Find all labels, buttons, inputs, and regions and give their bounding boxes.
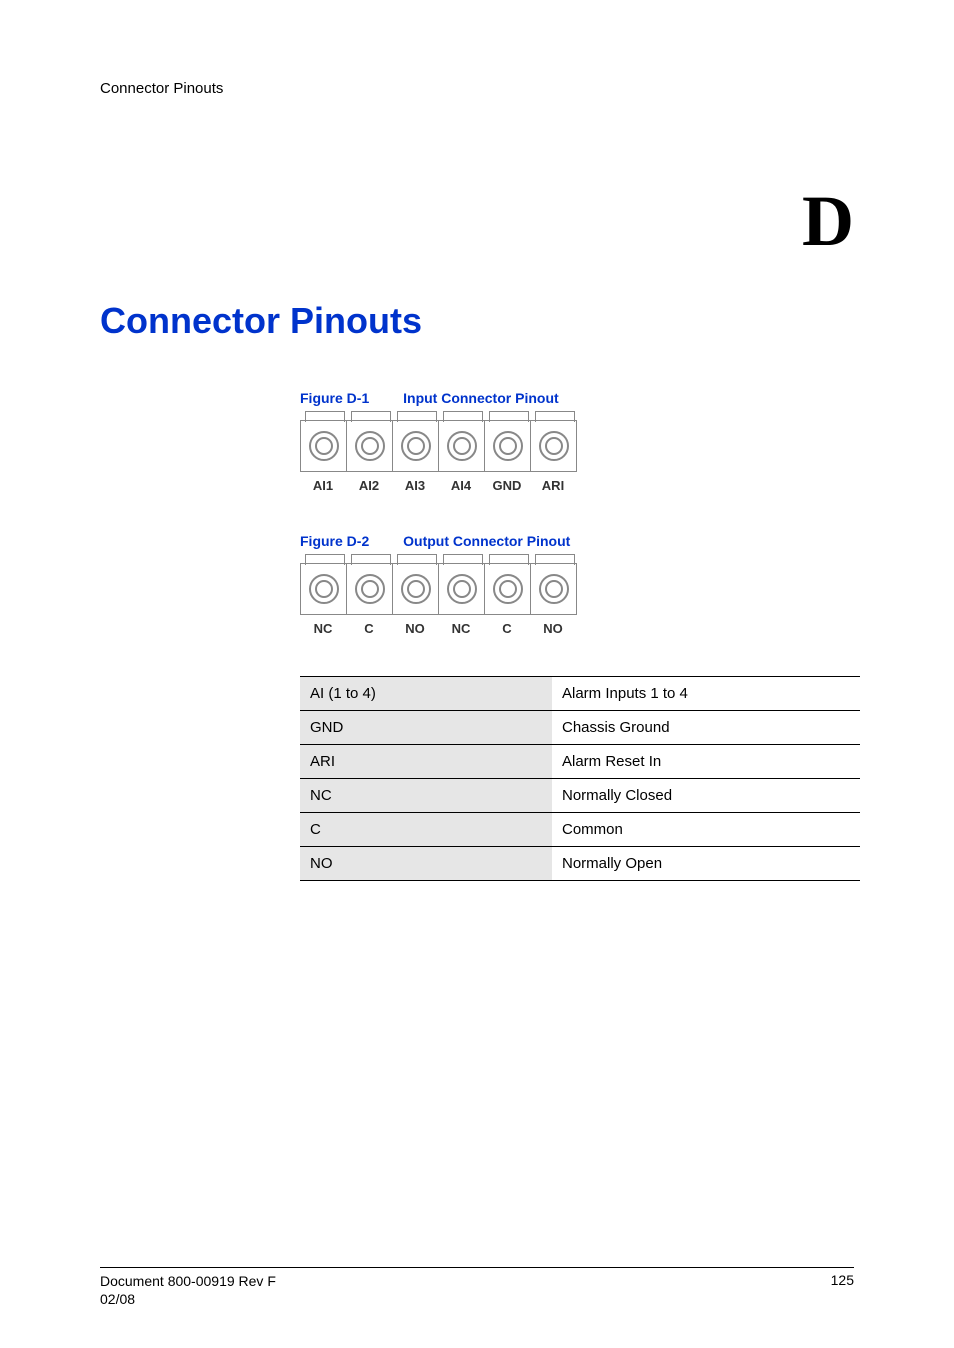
definitions-table: AI (1 to 4) Alarm Inputs 1 to 4 GND Chas… — [300, 676, 860, 881]
appendix-letter: D — [802, 180, 854, 263]
connector-pin — [531, 421, 577, 471]
footer-date: 02/08 — [100, 1290, 276, 1308]
pin-label: AI2 — [346, 478, 392, 493]
pin-label: AI4 — [438, 478, 484, 493]
screw-icon — [401, 431, 431, 461]
connector-pin — [301, 421, 347, 471]
connector-pin — [439, 564, 485, 614]
table-row: GND Chassis Ground — [300, 711, 860, 745]
main-content: Figure D-1 Input Connector Pinout AI1 AI… — [300, 390, 860, 881]
term-cell: AI (1 to 4) — [300, 677, 552, 711]
meaning-cell: Common — [552, 813, 860, 847]
meaning-cell: Alarm Inputs 1 to 4 — [552, 677, 860, 711]
connector-pin — [531, 564, 577, 614]
pin-label: AI3 — [392, 478, 438, 493]
term-cell: GND — [300, 711, 552, 745]
pin-label: NO — [392, 621, 438, 636]
figure-2-caption: Figure D-2 Output Connector Pinout — [300, 533, 860, 549]
figure-1-caption: Figure D-1 Input Connector Pinout — [300, 390, 860, 406]
term-cell: NO — [300, 847, 552, 881]
section-title: Connector Pinouts — [100, 300, 422, 342]
screw-icon — [493, 431, 523, 461]
screw-icon — [539, 431, 569, 461]
footer-page-number: 125 — [831, 1272, 854, 1308]
table-row: AI (1 to 4) Alarm Inputs 1 to 4 — [300, 677, 860, 711]
screw-icon — [447, 431, 477, 461]
connector-pin — [485, 564, 531, 614]
footer-doc-line: Document 800-00919 Rev F — [100, 1272, 276, 1290]
output-connector-diagram — [300, 563, 577, 615]
output-connector-labels: NC C NO NC C NO — [300, 621, 576, 636]
table-row: C Common — [300, 813, 860, 847]
connector-pin — [393, 564, 439, 614]
meaning-cell: Normally Open — [552, 847, 860, 881]
screw-icon — [309, 431, 339, 461]
table-row: NO Normally Open — [300, 847, 860, 881]
table-row: NC Normally Closed — [300, 779, 860, 813]
screw-icon — [493, 574, 523, 604]
screw-icon — [355, 431, 385, 461]
connector-pin — [347, 564, 393, 614]
page-footer: Document 800-00919 Rev F 02/08 125 — [100, 1267, 854, 1308]
table-row: ARI Alarm Reset In — [300, 745, 860, 779]
screw-icon — [447, 574, 477, 604]
pin-label: AI1 — [300, 478, 346, 493]
meaning-cell: Normally Closed — [552, 779, 860, 813]
term-cell: ARI — [300, 745, 552, 779]
input-connector-labels: AI1 AI2 AI3 AI4 GND ARI — [300, 478, 576, 493]
pin-label: ARI — [530, 478, 576, 493]
connector-pin — [439, 421, 485, 471]
screw-icon — [401, 574, 431, 604]
connector-pin — [301, 564, 347, 614]
connector-pin — [347, 421, 393, 471]
footer-doc-info: Document 800-00919 Rev F 02/08 — [100, 1272, 276, 1308]
pin-label: GND — [484, 478, 530, 493]
connector-pin — [393, 421, 439, 471]
connector-pin — [485, 421, 531, 471]
screw-icon — [355, 574, 385, 604]
pin-label: NO — [530, 621, 576, 636]
running-header: Connector Pinouts — [100, 80, 854, 97]
screw-icon — [539, 574, 569, 604]
pin-label: NC — [300, 621, 346, 636]
term-cell: NC — [300, 779, 552, 813]
figure-1-label: Figure D-1 — [300, 390, 369, 406]
pin-label: C — [346, 621, 392, 636]
term-cell: C — [300, 813, 552, 847]
screw-icon — [309, 574, 339, 604]
pin-label: NC — [438, 621, 484, 636]
figure-1-title: Input Connector Pinout — [403, 390, 559, 406]
meaning-cell: Chassis Ground — [552, 711, 860, 745]
pin-label: C — [484, 621, 530, 636]
figure-2-label: Figure D-2 — [300, 533, 369, 549]
meaning-cell: Alarm Reset In — [552, 745, 860, 779]
figure-2-title: Output Connector Pinout — [403, 533, 570, 549]
input-connector-diagram — [300, 420, 577, 472]
